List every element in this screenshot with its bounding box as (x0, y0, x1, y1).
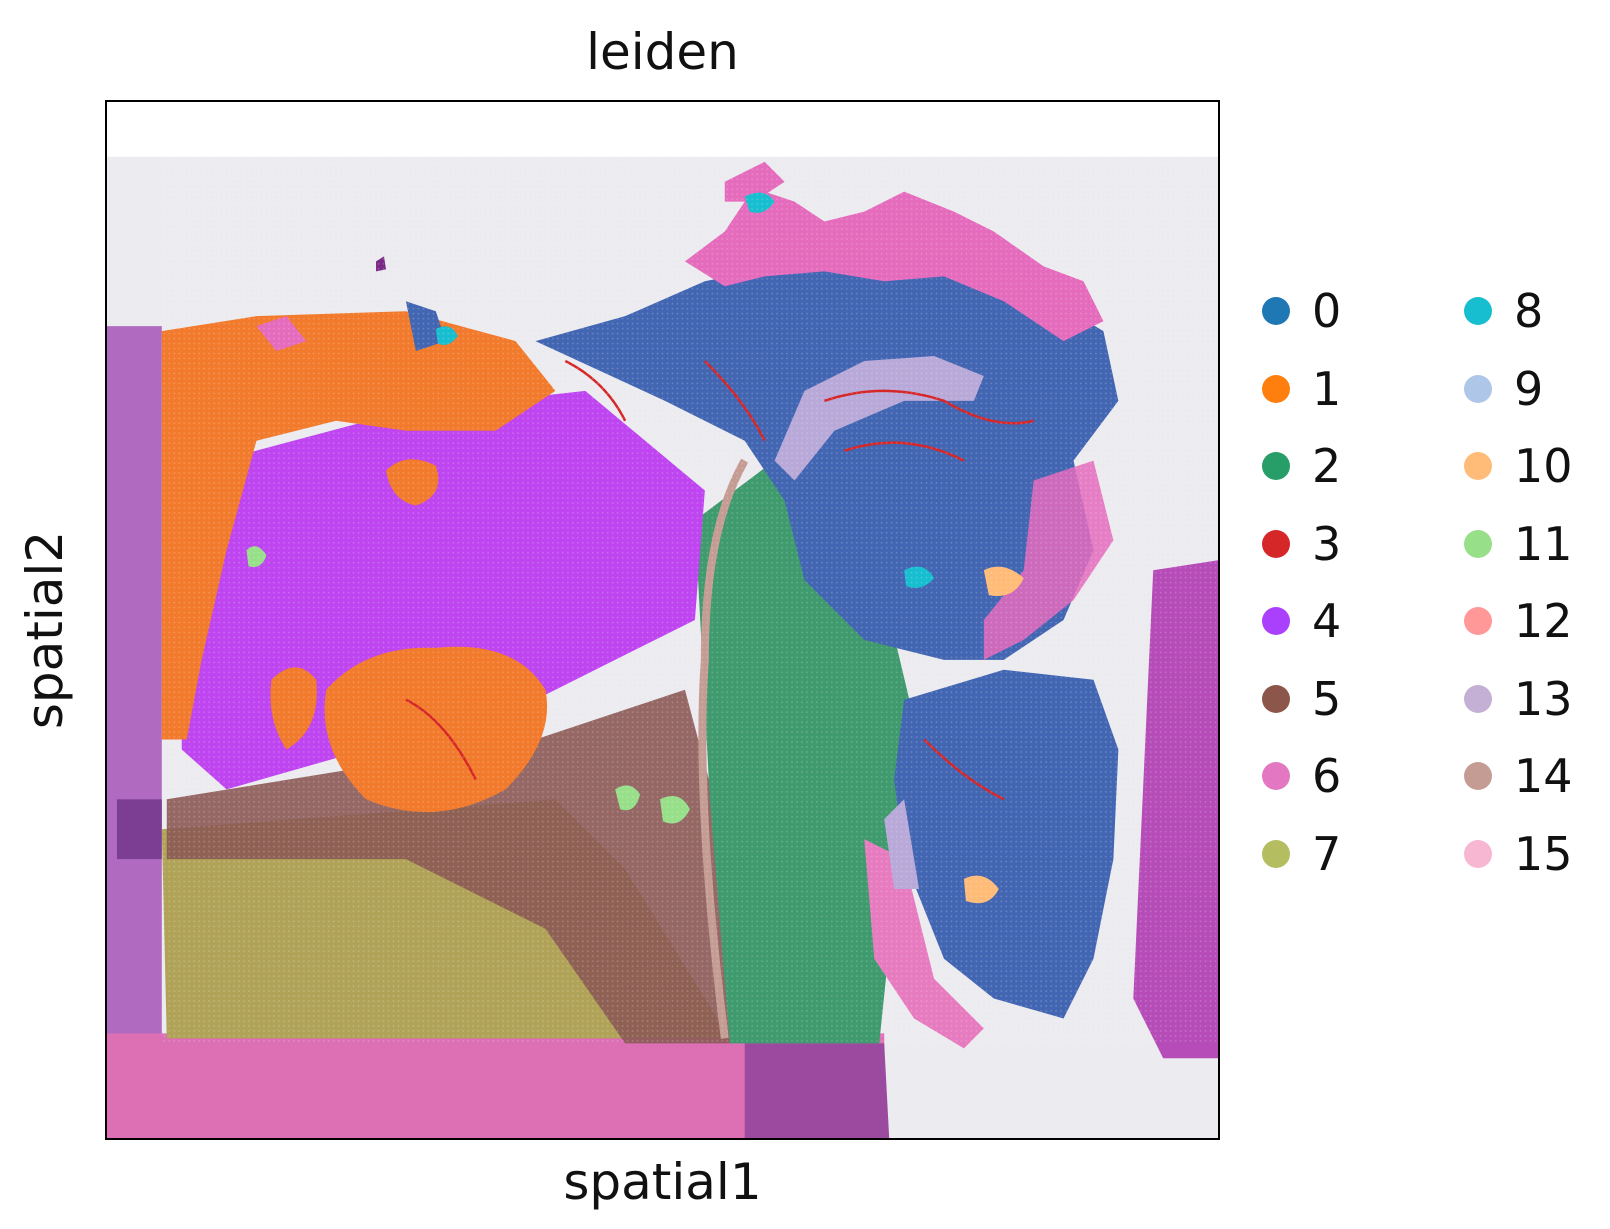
x-axis-label: spatial1 (563, 1153, 762, 1211)
legend-item-4: 4 (1262, 591, 1341, 651)
legend-marker (1464, 839, 1492, 868)
legend-label: 5 (1312, 671, 1342, 726)
legend-label: 14 (1514, 749, 1573, 803)
legend-item-11: 11 (1464, 514, 1573, 574)
chart-title: leiden (586, 23, 739, 81)
legend-label: 8 (1514, 284, 1544, 338)
legend-label: 2 (1312, 439, 1342, 493)
spatial-scatter (107, 156, 1218, 1138)
legend-item-2: 2 (1262, 436, 1341, 496)
legend-label: 12 (1514, 594, 1573, 648)
legend-item-3: 3 (1262, 514, 1341, 574)
legend-item-0: 0 (1262, 281, 1341, 341)
legend-item-7: 7 (1262, 824, 1341, 884)
plot-area (105, 100, 1220, 1140)
legend-item-9: 9 (1464, 359, 1543, 419)
legend-label: 1 (1312, 361, 1342, 416)
legend-marker (1464, 762, 1492, 790)
legend-label: 15 (1514, 826, 1573, 881)
legend-label: 3 (1312, 516, 1342, 571)
legend-label: 9 (1514, 361, 1544, 416)
legend-marker (1464, 452, 1492, 480)
legend-item-14: 14 (1464, 746, 1573, 806)
legend-marker (1262, 762, 1290, 790)
legend-item-10: 10 (1464, 436, 1573, 496)
legend-item-12: 12 (1464, 591, 1573, 651)
y-axis-label: spatial2 (16, 530, 74, 730)
legend-label: 4 (1312, 594, 1342, 648)
legend-item-15: 15 (1464, 824, 1573, 884)
legend-marker (1262, 684, 1290, 713)
legend-marker (1262, 839, 1290, 868)
legend-label: 10 (1514, 439, 1573, 493)
legend-marker (1262, 374, 1290, 403)
cluster-regions (161, 156, 1218, 1049)
legend-marker (1262, 297, 1290, 325)
legend-item-5: 5 (1262, 669, 1341, 729)
legend-label: 11 (1514, 516, 1573, 571)
legend-marker (1262, 607, 1290, 635)
legend-marker (1464, 684, 1492, 713)
legend-label: 6 (1312, 749, 1342, 803)
legend-item-6: 6 (1262, 746, 1341, 806)
legend-marker (1464, 297, 1492, 325)
legend-marker (1464, 607, 1492, 635)
legend-label: 0 (1312, 284, 1342, 338)
legend-label: 7 (1312, 826, 1342, 881)
legend-marker (1464, 374, 1492, 403)
legend-item-1: 1 (1262, 359, 1341, 419)
legend-item-13: 13 (1464, 669, 1573, 729)
legend-marker (1262, 529, 1290, 558)
legend-item-8: 8 (1464, 281, 1543, 341)
legend-marker (1464, 529, 1492, 558)
legend-label: 13 (1514, 671, 1573, 726)
legend-marker (1262, 452, 1290, 480)
